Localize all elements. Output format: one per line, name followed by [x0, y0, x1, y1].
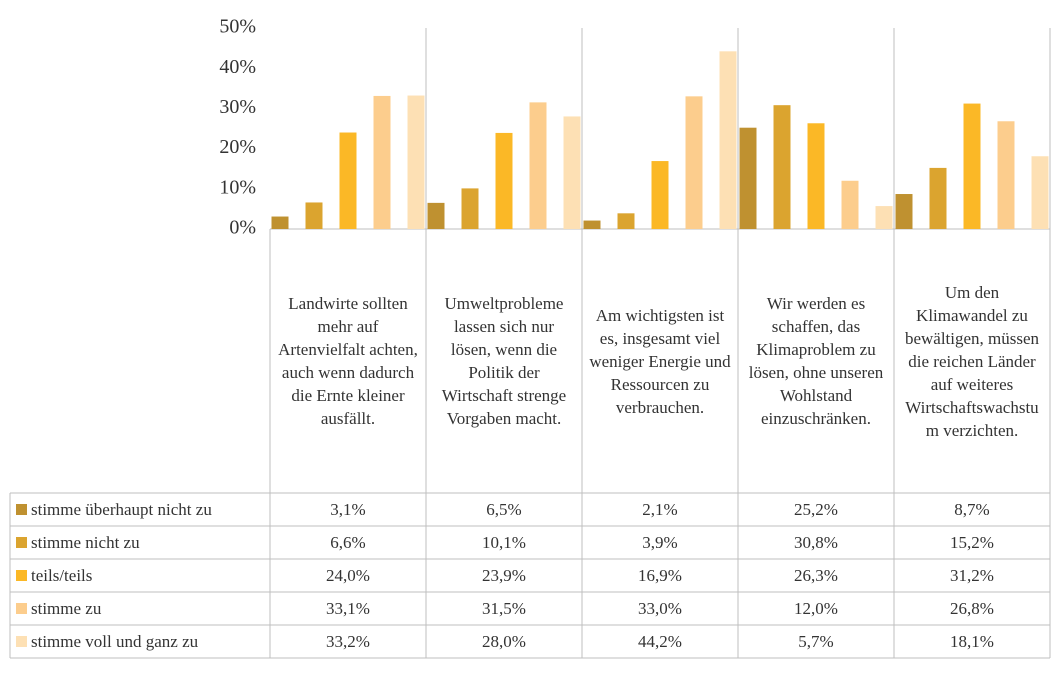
category-label: Um den Klimawandel zu bewältigen, müssen…	[904, 282, 1040, 440]
table-cell: 33,0%	[638, 598, 682, 618]
table-cell: 15,2%	[950, 532, 994, 552]
category-label: Umweltprobleme lassen sich nur lösen, we…	[441, 294, 567, 428]
bar	[773, 105, 791, 229]
table-cell: 44,2%	[638, 631, 682, 651]
table-cell: 25,2%	[794, 499, 838, 519]
category-label: Wir werden es schaffen, das Klimaproblem…	[748, 294, 884, 428]
bar	[685, 96, 703, 229]
legend-label: stimme überhaupt nicht zu	[31, 499, 212, 519]
legend-label: teils/teils	[31, 565, 93, 585]
table-cell: 18,1%	[950, 631, 994, 651]
table-cell: 33,1%	[326, 598, 370, 618]
bar	[339, 132, 357, 229]
legend-label: stimme zu	[31, 598, 102, 618]
bar	[1031, 156, 1049, 229]
y-tick-label: 10%	[219, 176, 256, 198]
table-cell: 23,9%	[482, 565, 526, 585]
category-label: Am wichtigsten ist es, insgesamt viel we…	[589, 305, 731, 417]
legend-entry: stimme zu	[10, 592, 270, 625]
bar	[807, 123, 825, 229]
table-cell: 3,1%	[330, 499, 366, 519]
table-cell: 30,8%	[794, 532, 838, 552]
bar	[305, 202, 323, 229]
table-cell: 26,3%	[794, 565, 838, 585]
y-tick-label: 0%	[229, 217, 256, 239]
bar	[495, 132, 513, 229]
bar	[875, 206, 893, 229]
legend-label: stimme nicht zu	[31, 532, 140, 552]
legend-swatch	[16, 537, 27, 548]
bar	[719, 51, 737, 229]
bar	[739, 127, 757, 229]
category-label: Landwirte sollten mehr auf Artenvielfalt…	[278, 294, 418, 428]
bar	[997, 121, 1015, 229]
legend-entry: stimme voll und ganz zu	[10, 625, 270, 658]
table-cell: 24,0%	[326, 565, 370, 585]
table-cell: 2,1%	[642, 499, 678, 519]
table-cell: 16,9%	[638, 565, 682, 585]
legend-swatch	[16, 636, 27, 647]
bar	[427, 202, 445, 229]
legend-entry: teils/teils	[10, 559, 270, 592]
bar	[963, 103, 981, 229]
bar	[617, 213, 635, 229]
bar	[271, 216, 289, 229]
y-tick-label: 30%	[219, 96, 256, 118]
bar	[407, 95, 425, 229]
legend-entry: stimme überhaupt nicht zu	[10, 493, 270, 526]
table-cell: 12,0%	[794, 598, 838, 618]
legend-swatch	[16, 570, 27, 581]
bar	[583, 220, 601, 229]
legend-entry: stimme nicht zu	[10, 526, 270, 559]
bar	[563, 116, 581, 229]
y-tick-label: 40%	[219, 56, 256, 78]
legend-label: stimme voll und ganz zu	[31, 631, 199, 651]
bar	[461, 188, 479, 229]
table-cell: 31,5%	[482, 598, 526, 618]
bar	[373, 95, 391, 229]
bar	[651, 161, 669, 229]
bar	[841, 180, 859, 229]
y-tick-label: 50%	[219, 16, 256, 38]
table-cell: 10,1%	[482, 532, 526, 552]
table-cell: 5,7%	[798, 631, 834, 651]
bar	[529, 102, 547, 229]
table-cell: 3,9%	[642, 532, 678, 552]
table-cell: 33,2%	[326, 631, 370, 651]
table-cell: 6,6%	[330, 532, 366, 552]
table-cell: 6,5%	[486, 499, 522, 519]
legend-swatch	[16, 603, 27, 614]
table-cell: 8,7%	[954, 499, 990, 519]
table-cell: 28,0%	[482, 631, 526, 651]
legend-swatch	[16, 504, 27, 515]
bar	[895, 194, 913, 229]
table-cell: 31,2%	[950, 565, 994, 585]
y-tick-label: 20%	[219, 136, 256, 158]
table-cell: 26,8%	[950, 598, 994, 618]
bar	[929, 167, 947, 229]
